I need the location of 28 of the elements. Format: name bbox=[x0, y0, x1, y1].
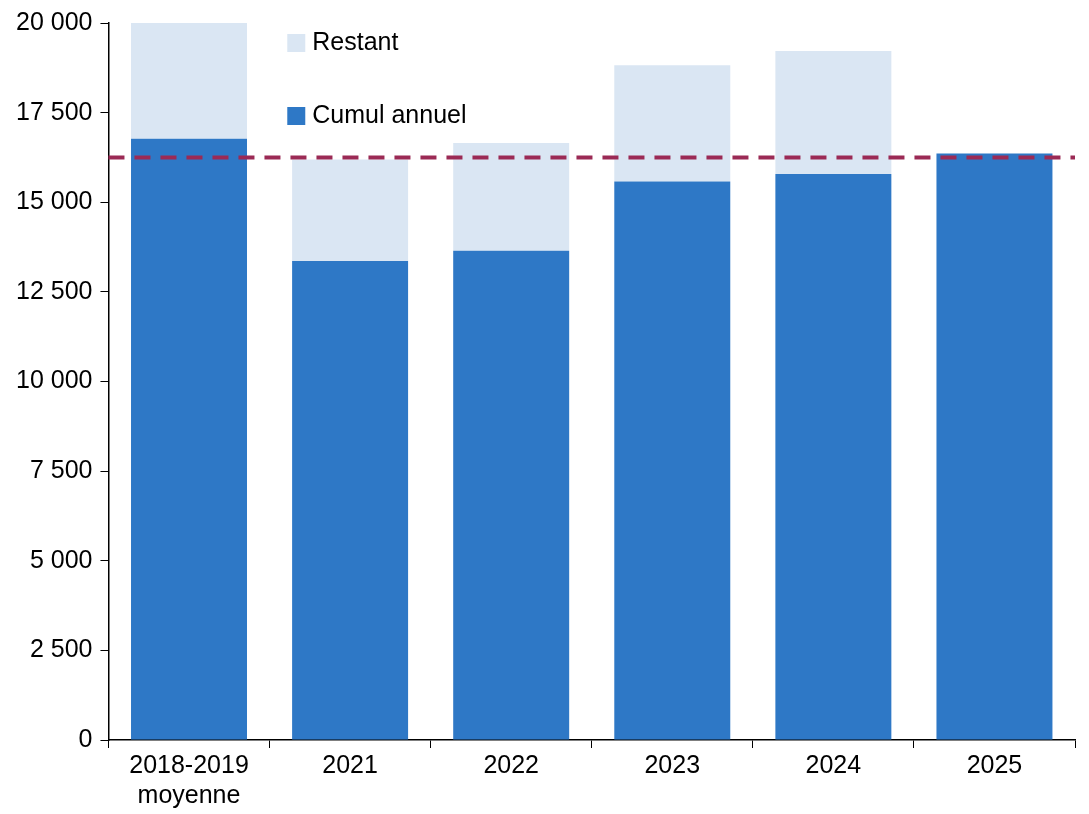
bar bbox=[292, 261, 409, 740]
x-tick-label: 2018-2019 moyenne bbox=[129, 749, 249, 808]
y-tick-label: 12 500 bbox=[16, 275, 93, 304]
bar bbox=[131, 138, 247, 740]
legend-label: Restant bbox=[312, 26, 399, 55]
bar bbox=[292, 159, 409, 262]
x-tick-label: 2023 bbox=[644, 749, 701, 778]
bar bbox=[775, 173, 892, 740]
x-tick-label: 2025 bbox=[966, 749, 1023, 778]
y-tick-label: 0 bbox=[78, 723, 93, 752]
y-tick-label: 15 000 bbox=[16, 186, 93, 215]
y-tick-label: 2 500 bbox=[29, 634, 93, 663]
bar bbox=[131, 23, 247, 139]
bar bbox=[775, 50, 892, 174]
x-tick-label: 2022 bbox=[483, 749, 539, 778]
y-tick-label: 5 000 bbox=[29, 544, 93, 573]
bar bbox=[453, 143, 570, 251]
legend-label: Cumul annuel bbox=[312, 99, 467, 128]
bar bbox=[936, 153, 1053, 740]
bar bbox=[614, 65, 731, 182]
y-tick-label: 20 000 bbox=[16, 6, 93, 35]
y-tick-label: 10 000 bbox=[16, 365, 93, 394]
x-tick-label: 2021 bbox=[322, 749, 378, 778]
bar bbox=[453, 250, 570, 740]
y-tick-label: 7 500 bbox=[29, 455, 93, 484]
bar bbox=[614, 181, 731, 740]
y-tick-label: 17 500 bbox=[16, 96, 93, 125]
x-tick-label: 2024 bbox=[805, 749, 862, 778]
